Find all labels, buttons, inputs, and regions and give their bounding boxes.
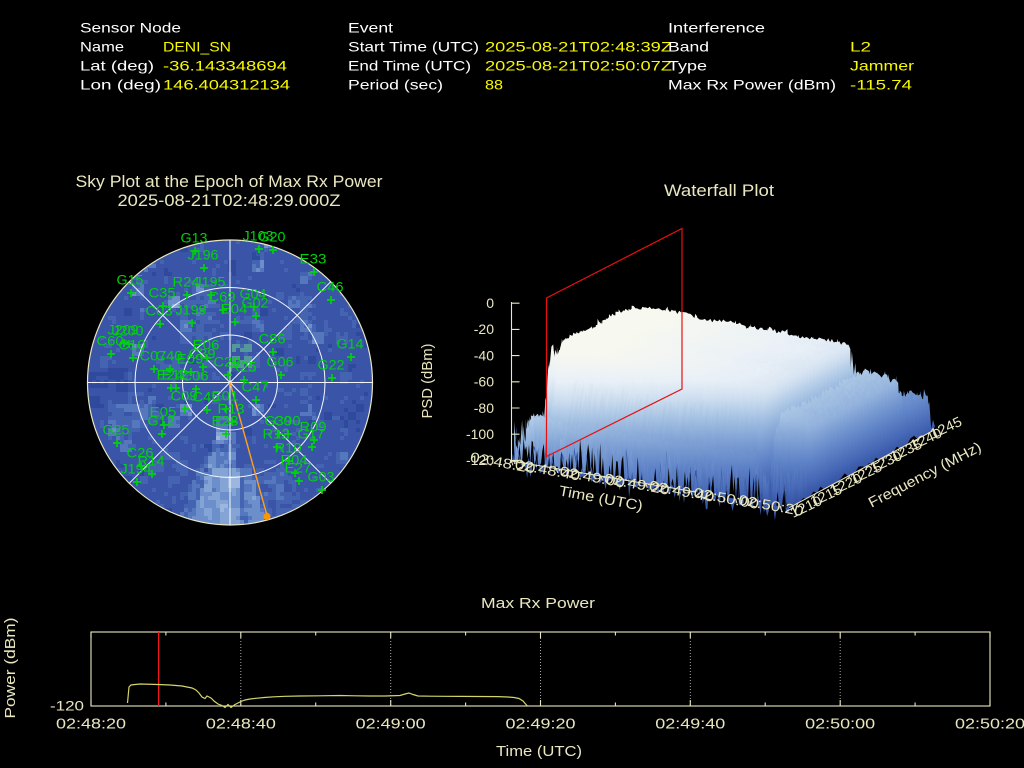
svg-text:Name: Name xyxy=(80,39,124,55)
svg-text:Time (UTC): Time (UTC) xyxy=(496,744,582,760)
svg-text:Sensor Node: Sensor Node xyxy=(80,20,181,36)
svg-text:-100: -100 xyxy=(466,426,494,442)
svg-text:C06: C06 xyxy=(182,369,209,384)
svg-text:Max Rx Power: Max Rx Power xyxy=(481,596,595,612)
svg-text:C60: C60 xyxy=(97,334,124,349)
svg-text:L2: L2 xyxy=(850,39,871,55)
svg-text:2025-08-21T02:50:07Z: 2025-08-21T02:50:07Z xyxy=(485,58,673,74)
svg-text:G14: G14 xyxy=(337,337,365,352)
svg-text:02:49:00: 02:49:00 xyxy=(356,717,426,733)
svg-text:-115.74: -115.74 xyxy=(850,77,912,93)
svg-text:C90: C90 xyxy=(274,414,301,429)
svg-text:C40: C40 xyxy=(156,349,183,364)
svg-text:G25: G25 xyxy=(103,423,130,438)
svg-text:C69: C69 xyxy=(209,290,236,305)
svg-text:E24: E24 xyxy=(157,368,185,383)
svg-text:PSD (dBm): PSD (dBm) xyxy=(420,344,436,419)
svg-text:G02: G02 xyxy=(242,296,269,311)
svg-text:J209: J209 xyxy=(108,323,139,338)
svg-text:C09: C09 xyxy=(171,389,198,404)
svg-text:E04: E04 xyxy=(221,302,249,317)
svg-text:R25: R25 xyxy=(230,360,257,375)
svg-text:J196: J196 xyxy=(188,248,219,263)
svg-text:C07: C07 xyxy=(140,349,167,364)
svg-text:E12: E12 xyxy=(162,368,189,383)
svg-text:R09: R09 xyxy=(300,420,327,435)
svg-text:E01: E01 xyxy=(212,389,239,404)
svg-text:C46: C46 xyxy=(317,280,344,295)
svg-text:02:48:40: 02:48:40 xyxy=(206,717,276,733)
svg-text:G20: G20 xyxy=(259,230,286,245)
svg-text:0: 0 xyxy=(486,295,494,311)
svg-text:C03: C03 xyxy=(146,304,173,319)
svg-text:End Time (UTC): End Time (UTC) xyxy=(348,58,471,74)
svg-text:Max Rx Power (dBm): Max Rx Power (dBm) xyxy=(668,77,836,93)
svg-text:-120: -120 xyxy=(466,452,494,468)
svg-text:E05: E05 xyxy=(150,405,177,420)
svg-text:-40: -40 xyxy=(474,347,494,363)
svg-text:Interference: Interference xyxy=(668,20,765,36)
svg-text:02:49:20: 02:49:20 xyxy=(505,717,575,733)
svg-text:J103: J103 xyxy=(243,229,274,244)
svg-text:G15: G15 xyxy=(117,273,144,288)
svg-text:E09: E09 xyxy=(177,352,204,367)
svg-text:R14: R14 xyxy=(138,454,166,469)
svg-text:Waterfall Plot: Waterfall Plot xyxy=(664,182,774,200)
svg-text:Type: Type xyxy=(668,58,707,74)
svg-text:Lon (deg): Lon (deg) xyxy=(80,77,161,93)
svg-text:Event: Event xyxy=(348,20,393,36)
svg-text:C86: C86 xyxy=(259,332,286,347)
svg-text:2025-08-21T02:48:39Z: 2025-08-21T02:48:39Z xyxy=(485,39,673,55)
svg-text:-60: -60 xyxy=(474,374,494,390)
svg-text:R13: R13 xyxy=(218,402,245,417)
svg-text:G13: G13 xyxy=(181,231,208,246)
svg-text:R04: R04 xyxy=(281,453,309,468)
svg-text:G06: G06 xyxy=(267,355,294,370)
svg-text:J199: J199 xyxy=(176,303,207,318)
svg-text:C29: C29 xyxy=(214,355,241,370)
svg-text:C26: C26 xyxy=(127,446,154,461)
svg-text:Start Time (UTC): Start Time (UTC) xyxy=(348,39,479,55)
svg-text:-20: -20 xyxy=(474,321,494,337)
svg-text:Band: Band xyxy=(668,39,709,55)
svg-text:02:49:40: 02:49:40 xyxy=(655,717,725,733)
svg-text:Power (dBm): Power (dBm) xyxy=(3,618,19,719)
svg-text:2025-08-21T02:48:29.000Z: 2025-08-21T02:48:29.000Z xyxy=(118,192,341,210)
svg-text:J200: J200 xyxy=(113,324,144,339)
svg-text:C47: C47 xyxy=(242,380,269,395)
svg-text:Lat (deg): Lat (deg) xyxy=(80,58,154,74)
svg-text:88: 88 xyxy=(485,77,503,93)
svg-text:J194: J194 xyxy=(121,462,153,477)
svg-text:E06: E06 xyxy=(193,338,220,353)
svg-text:-120: -120 xyxy=(50,698,84,714)
svg-text:C35: C35 xyxy=(149,286,176,301)
svg-text:E28: E28 xyxy=(212,414,239,429)
svg-text:-36.143348694: -36.143348694 xyxy=(163,58,287,74)
svg-text:J195: J195 xyxy=(195,275,226,290)
svg-text:02:50:00: 02:50:00 xyxy=(805,717,875,733)
svg-text:146.404312134: 146.404312134 xyxy=(163,77,290,93)
svg-text:DENI_SN: DENI_SN xyxy=(163,39,231,55)
svg-text:G22: G22 xyxy=(318,358,345,373)
svg-text:R24: R24 xyxy=(173,275,201,290)
svg-text:02:48:20: 02:48:20 xyxy=(56,717,126,733)
svg-text:G17: G17 xyxy=(298,427,325,442)
svg-text:Period (sec): Period (sec) xyxy=(348,77,443,93)
svg-text:G30: G30 xyxy=(265,414,292,429)
svg-text:G04: G04 xyxy=(240,287,268,302)
svg-text:02:50:20: 02:50:20 xyxy=(955,717,1024,733)
svg-text:R10: R10 xyxy=(275,441,302,456)
svg-text:E27: E27 xyxy=(285,461,312,476)
svg-text:C10: C10 xyxy=(119,338,146,353)
svg-text:E33: E33 xyxy=(300,252,327,267)
svg-text:G03: G03 xyxy=(308,470,335,485)
svg-text:-80: -80 xyxy=(474,400,494,416)
svg-text:Jammer: Jammer xyxy=(850,58,914,74)
svg-text:Sky Plot at the Epoch of Max R: Sky Plot at the Epoch of Max Rx Power xyxy=(76,173,384,191)
svg-text:G12: G12 xyxy=(148,414,175,429)
svg-text:C45: C45 xyxy=(193,390,220,405)
